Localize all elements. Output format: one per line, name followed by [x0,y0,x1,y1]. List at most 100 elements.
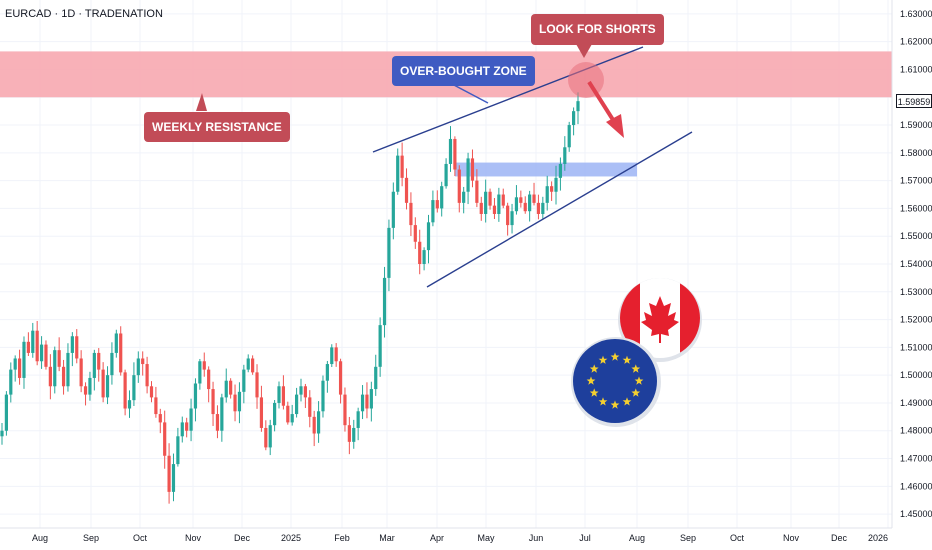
candle [294,387,299,418]
time-tick-label: Sep [680,533,696,543]
candle [308,390,312,428]
candle [0,423,4,445]
candle [286,401,290,425]
candle [444,158,448,189]
candle [220,393,224,442]
candle [404,168,409,210]
candle [70,332,74,367]
candle [136,351,140,383]
candle [356,407,360,441]
callout-pointers [196,44,592,111]
price-tick-label: 1.53000 [900,287,932,297]
price-tick-label: 1.63000 [900,9,932,19]
candle [545,175,549,211]
weekly-resistance-callout: WEEKLY RESISTANCE [144,112,290,142]
candle [514,185,519,215]
candle [145,356,149,394]
eu-star [631,364,641,373]
time-tick-label: 2025 [281,533,301,543]
candle [57,337,61,372]
time-tick-label: Dec [831,533,848,543]
candle [22,336,26,389]
candle [180,416,184,443]
time-axis[interactable]: Aug Sep Oct Nov Dec 2025 Feb Mar Apr May Jun Jul Aug… [0,527,892,550]
candle [374,354,378,396]
candle [360,385,365,420]
price-tick-label: 1.45000 [900,509,932,519]
candle [277,381,281,409]
candle [316,401,321,443]
candle [431,190,435,227]
time-tick-label: Nov [783,533,800,543]
candle [448,126,453,172]
candle [391,182,395,240]
price-tick-label: 1.48000 [900,426,932,436]
price-tick-label: 1.59000 [900,120,932,130]
eu-star [598,397,608,406]
candle [409,192,413,237]
look-for-shorts-callout: LOOK FOR SHORTS [531,14,664,45]
support-zone [455,162,637,177]
eu-star [586,376,596,385]
time-tick-label: Jun [529,533,544,543]
eu-star [622,397,632,406]
candle [259,385,264,432]
candle [61,359,66,395]
overbought-zone-callout: OVER-BOUGHT ZONE [392,56,535,86]
candle [53,346,57,394]
candle [343,387,347,432]
candle [470,149,475,188]
candle [66,343,70,392]
candle [466,152,470,205]
chart-title: EURCAD · 1D · TRADENATION [5,8,163,20]
candle [396,148,400,195]
time-tick-label: 2026 [868,533,888,543]
time-tick-label: Nov [185,533,202,543]
candle [163,410,167,469]
candle [378,317,382,377]
candle [242,364,246,404]
candle [558,157,563,191]
candle [506,202,510,236]
time-tick-label: Oct [133,533,148,543]
candle [185,417,189,438]
candle [321,375,325,418]
candle [13,355,17,382]
candle [523,196,527,214]
candle [193,378,198,422]
candle [97,348,101,382]
candle [105,366,110,405]
price-tick-label: 1.46000 [900,481,932,491]
candle [88,371,92,401]
eu-star [622,355,632,364]
candle [299,378,303,402]
candle [79,350,83,393]
price-tick-label: 1.62000 [900,37,932,47]
current-price-label: 1.59859 [896,94,932,109]
time-tick-label: May [477,533,495,543]
channel-upper-trendline [372,46,644,153]
price-tick-label: 1.56000 [900,203,932,213]
chart-grid [0,0,892,528]
candle [418,229,422,275]
time-tick-label: Aug [32,533,48,543]
candle [576,92,580,125]
candlestick-series [0,92,580,504]
candle [532,182,536,206]
candle [387,219,391,292]
price-axis[interactable]: 1.630001.620001.610001.600001.590001.580… [891,0,932,550]
candle [114,329,118,358]
candle [251,355,255,375]
candle [202,352,206,377]
candle [215,405,220,439]
candle [127,390,132,418]
time-tick-label: Oct [730,533,745,543]
candle [572,107,576,136]
candle [484,179,488,223]
candle [338,358,343,404]
candle [44,340,48,370]
candle [4,391,8,436]
candle [198,358,202,390]
price-tick-label: 1.52000 [900,315,932,325]
